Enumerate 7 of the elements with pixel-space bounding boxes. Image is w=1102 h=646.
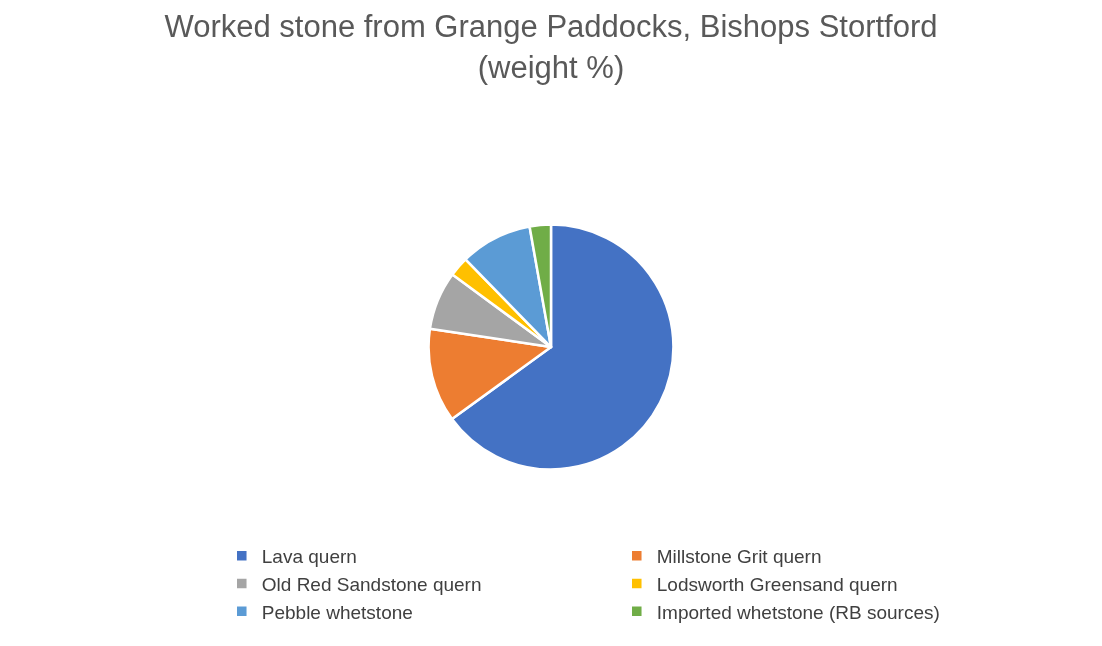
legend-label: Pebble whetstone [261, 601, 413, 623]
legend-label: Millstone Grit quern [656, 546, 822, 568]
legend-label: Imported whetstone (RB sources) [656, 601, 940, 623]
legend-label: Lava quern [261, 546, 357, 568]
legend-label: Old Red Sandstone quern [261, 573, 482, 595]
chart-title: Worked stone from Grange Paddocks, Bishops Stortford (weight %) [164, 9, 938, 85]
legend-label: Lodsworth Greensand quern [656, 573, 898, 595]
